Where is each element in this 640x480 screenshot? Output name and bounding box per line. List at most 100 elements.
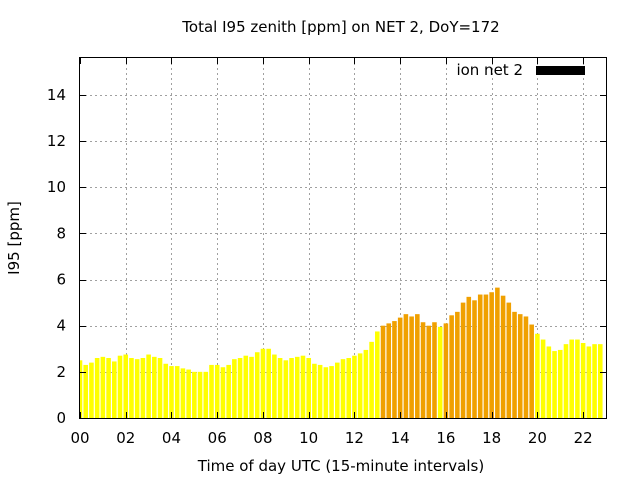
bar: [477, 294, 483, 418]
x-tick-labels: 00 02 04 06 08 10 12 14 16 18 20 22: [70, 429, 592, 447]
bar: [323, 367, 329, 418]
chart-title: Total I95 zenith [ppm] on NET 2, DoY=172: [181, 18, 499, 36]
bar: [232, 359, 237, 418]
bar: [483, 294, 489, 418]
y-tick-label: 12: [47, 132, 66, 150]
bar: [375, 331, 380, 418]
bar: [260, 348, 266, 418]
bar: [277, 358, 283, 418]
bar: [174, 366, 180, 418]
bar: [272, 354, 277, 418]
bar: [243, 355, 249, 418]
bar: [80, 360, 83, 418]
legend-swatch: [536, 66, 585, 75]
bar: [523, 316, 529, 418]
bar: [180, 368, 186, 418]
bar: [535, 333, 540, 418]
bar: [403, 314, 409, 418]
bar: [495, 287, 500, 418]
bar: [220, 367, 226, 418]
bar: [249, 356, 254, 418]
bar: [557, 349, 563, 418]
plot-frame: [79, 57, 607, 419]
bar: [169, 366, 174, 418]
bar: [517, 314, 523, 418]
bar: [380, 325, 386, 418]
bar: [500, 295, 506, 418]
x-tick-label: 12: [345, 429, 364, 447]
bar: [529, 324, 534, 418]
bar: [152, 356, 157, 418]
bar: [455, 311, 460, 418]
axis-ticks: [80, 58, 606, 419]
bar: [397, 317, 403, 418]
y-tick-label: 2: [56, 363, 66, 381]
bar: [392, 321, 397, 418]
x-tick-label: 22: [574, 429, 593, 447]
bar: [415, 314, 420, 418]
bar: [140, 358, 146, 418]
bar: [129, 358, 134, 418]
legend: ion net 2: [456, 61, 585, 79]
bar: [237, 358, 243, 418]
x-tick-label: 06: [208, 429, 227, 447]
legend-label: ion net 2: [456, 61, 523, 79]
bar: [312, 363, 317, 418]
y-tick-label: 0: [56, 409, 66, 427]
bar: [100, 356, 106, 418]
y-tick-label: 10: [47, 178, 66, 196]
bar: [563, 344, 569, 418]
bar: [586, 346, 592, 418]
x-tick-label: 02: [116, 429, 135, 447]
bar: [94, 358, 100, 418]
x-tick-label: 00: [70, 429, 89, 447]
bar: [289, 358, 294, 418]
bar: [106, 358, 111, 418]
bar: [512, 311, 517, 418]
bar: [472, 300, 477, 418]
bar: [386, 323, 392, 418]
x-tick-label: 20: [528, 429, 547, 447]
bar: [283, 360, 289, 418]
bar: [209, 364, 214, 418]
bar: [214, 364, 220, 418]
x-tick-label: 18: [482, 429, 501, 447]
bar: [506, 302, 512, 418]
bar: [552, 351, 557, 418]
bar: [426, 325, 432, 418]
bar: [266, 348, 271, 418]
x-tick-label: 16: [436, 429, 455, 447]
x-tick-label: 08: [253, 429, 272, 447]
y-axis-label: I95 [ppm]: [5, 201, 23, 275]
bar: [546, 346, 552, 418]
x-tick-label: 10: [299, 429, 318, 447]
x-axis-label: Time of day UTC (15-minute intervals): [197, 457, 484, 475]
bar: [112, 361, 117, 418]
bar: [460, 302, 466, 418]
bar: [300, 355, 306, 418]
bar: [466, 296, 472, 418]
y-tick-label: 14: [47, 86, 66, 104]
bar: [432, 322, 437, 418]
bar: [363, 349, 369, 418]
bar: [89, 362, 94, 418]
bar: [352, 355, 357, 418]
bar: [134, 359, 140, 418]
bar: [580, 343, 586, 418]
bars: [80, 287, 603, 418]
bar: [146, 354, 151, 418]
bar: [329, 366, 334, 418]
x-tick-label: 04: [162, 429, 181, 447]
y-tick-labels: 0 2 4 6 8 10 12 14: [47, 86, 66, 427]
bar: [437, 326, 443, 418]
y-tick-label: 6: [56, 271, 66, 289]
bar: [489, 292, 494, 418]
bar: [334, 362, 340, 418]
x-tick-label: 14: [391, 429, 410, 447]
bar: [575, 339, 580, 418]
y-tick-label: 4: [56, 317, 66, 335]
bar: [597, 344, 603, 418]
bar: [346, 358, 352, 418]
bar: [123, 354, 129, 418]
